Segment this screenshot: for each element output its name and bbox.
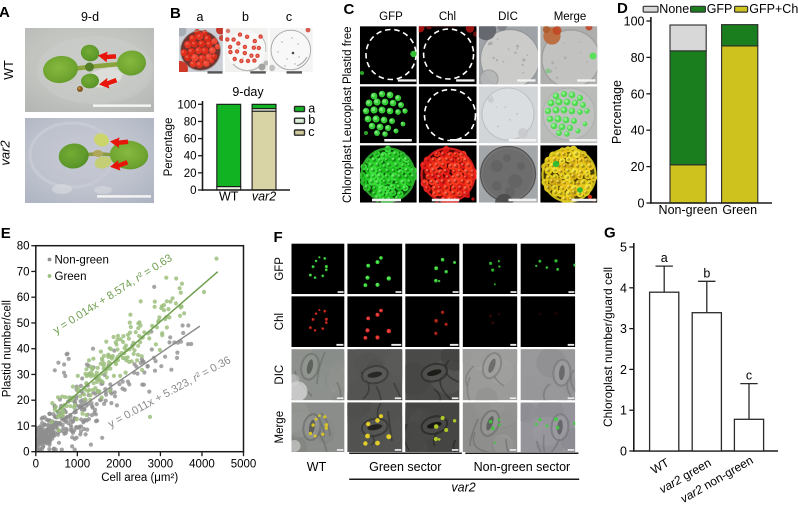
svg-text:GFP: GFP	[707, 2, 733, 16]
svg-text:GFP: GFP	[274, 257, 286, 281]
svg-text:Non-green sector: Non-green sector	[474, 460, 571, 474]
svg-text:0: 0	[23, 447, 29, 459]
svg-text:C: C	[344, 1, 355, 18]
svg-text:60: 60	[17, 292, 30, 304]
svg-text:Green sector: Green sector	[369, 460, 441, 474]
svg-text:c: c	[308, 125, 314, 139]
svg-text:c: c	[286, 10, 292, 24]
svg-text:100: 100	[177, 99, 196, 111]
svg-text:0: 0	[190, 185, 196, 197]
svg-text:9-day: 9-day	[232, 85, 264, 99]
svg-text:10: 10	[17, 421, 30, 433]
svg-text:40: 40	[184, 151, 197, 163]
svg-text:1: 1	[620, 404, 627, 418]
svg-text:50: 50	[17, 318, 30, 330]
svg-text:Green: Green	[722, 203, 757, 217]
svg-text:DIC: DIC	[274, 365, 286, 385]
svg-text:G: G	[604, 225, 616, 242]
svg-text:0: 0	[638, 197, 645, 211]
svg-text:WT: WT	[219, 190, 239, 204]
svg-text:Merge: Merge	[274, 411, 286, 444]
svg-text:2000: 2000	[106, 459, 132, 471]
svg-text:20: 20	[631, 160, 645, 174]
svg-text:20: 20	[17, 395, 30, 407]
svg-text:4000: 4000	[189, 459, 215, 471]
svg-text:b: b	[242, 10, 249, 24]
svg-text:a: a	[197, 10, 204, 24]
svg-text:Plastid free: Plastid free	[342, 26, 354, 84]
svg-text:Chl: Chl	[274, 313, 286, 330]
svg-text:D: D	[617, 0, 628, 17]
svg-text:2: 2	[620, 363, 627, 377]
svg-text:1000: 1000	[65, 459, 91, 471]
svg-text:Cell area (μm²): Cell area (μm²)	[101, 472, 178, 484]
svg-text:b: b	[703, 266, 710, 280]
svg-text:70: 70	[17, 266, 30, 278]
svg-text:Chloroplast number/guard cell: Chloroplast number/guard cell	[601, 267, 615, 427]
svg-text:20: 20	[184, 168, 197, 180]
svg-text:var2: var2	[0, 140, 13, 166]
svg-text:Chloroplast: Chloroplast	[342, 144, 354, 203]
svg-text:30: 30	[17, 369, 30, 381]
svg-text:100: 100	[624, 15, 645, 29]
svg-text:DIC: DIC	[498, 11, 518, 23]
svg-text:var2: var2	[451, 481, 475, 495]
svg-text:Green: Green	[55, 271, 87, 283]
svg-text:Merge: Merge	[554, 11, 587, 23]
svg-text:40: 40	[17, 344, 30, 356]
svg-text:a: a	[308, 101, 315, 115]
svg-text:Percentage: Percentage	[163, 118, 175, 177]
svg-text:B: B	[170, 5, 181, 22]
svg-text:WT: WT	[2, 60, 16, 80]
svg-text:GFP+Chl: GFP+Chl	[749, 2, 798, 16]
svg-text:Percentage: Percentage	[610, 80, 624, 144]
svg-text:60: 60	[184, 134, 197, 146]
svg-text:0: 0	[620, 445, 627, 459]
svg-text:Non-green: Non-green	[659, 203, 718, 217]
svg-text:c: c	[746, 369, 752, 383]
svg-text:3: 3	[620, 322, 627, 336]
svg-text:9-d: 9-d	[81, 10, 99, 24]
svg-text:5: 5	[620, 241, 627, 255]
svg-text:GFP: GFP	[379, 11, 403, 23]
svg-text:None: None	[659, 2, 689, 16]
svg-text:80: 80	[17, 241, 30, 253]
svg-text:F: F	[274, 229, 283, 246]
svg-text:b: b	[308, 113, 315, 127]
svg-text:A: A	[0, 4, 10, 21]
svg-text:E: E	[1, 225, 11, 242]
svg-text:0: 0	[33, 459, 39, 471]
svg-text:60: 60	[631, 87, 645, 101]
svg-text:var2: var2	[252, 190, 276, 204]
svg-text:40: 40	[631, 124, 645, 138]
svg-text:WT: WT	[307, 460, 327, 474]
svg-text:a: a	[661, 251, 668, 265]
svg-text:Non-green: Non-green	[55, 255, 109, 267]
svg-text:4: 4	[620, 281, 627, 295]
svg-text:Leucoplast: Leucoplast	[342, 86, 354, 142]
svg-text:Plastid number/cell: Plastid number/cell	[2, 300, 14, 397]
svg-text:80: 80	[184, 116, 197, 128]
svg-text:5000: 5000	[231, 459, 257, 471]
svg-text:Chl: Chl	[439, 11, 456, 23]
svg-text:80: 80	[631, 51, 645, 65]
svg-text:3000: 3000	[148, 459, 174, 471]
